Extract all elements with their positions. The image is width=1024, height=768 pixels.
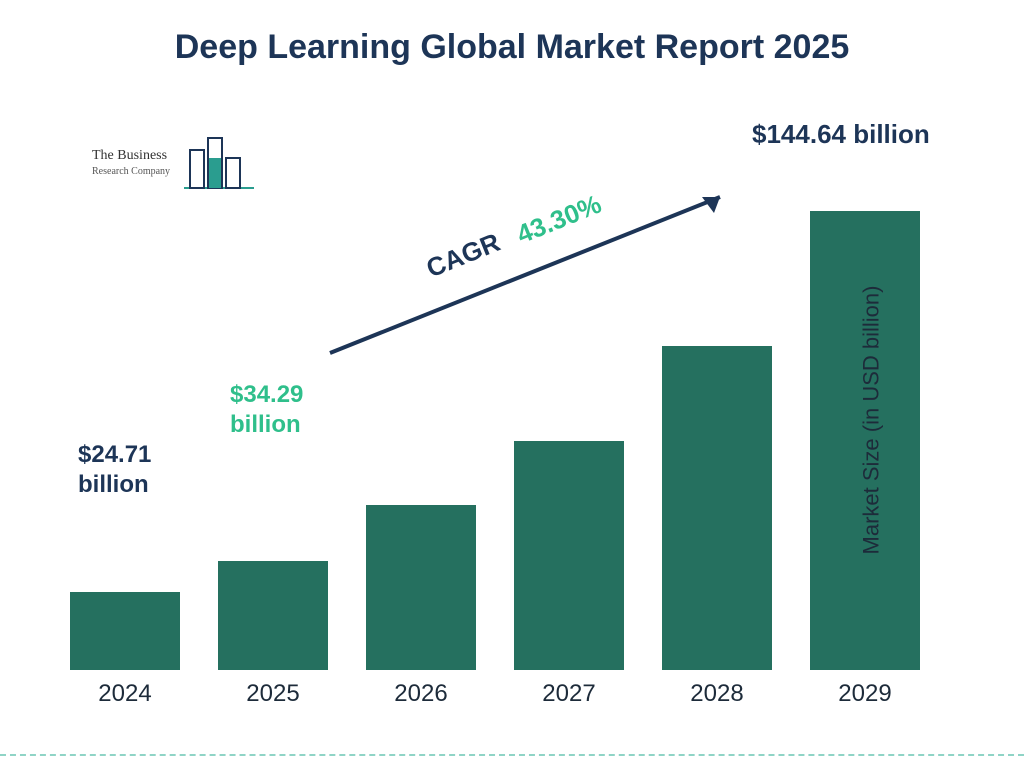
growth-arrow-icon bbox=[320, 185, 740, 365]
x-label-2029: 2029 bbox=[810, 680, 920, 708]
value-2025-line2: billion bbox=[230, 411, 301, 438]
value-2024-line2: billion bbox=[78, 471, 149, 498]
bar-2027 bbox=[514, 441, 624, 670]
bar-2026 bbox=[366, 505, 476, 670]
value-2029-line1: $144.64 billion bbox=[752, 119, 930, 149]
value-2025-line1: $34.29 bbox=[230, 381, 303, 408]
x-label-2024: 2024 bbox=[70, 680, 180, 708]
value-2024-line1: $24.71 bbox=[78, 441, 151, 468]
bar-2024 bbox=[70, 592, 180, 670]
x-label-2025: 2025 bbox=[218, 680, 328, 708]
value-label-2029: $144.64 billion bbox=[752, 118, 930, 151]
value-label-2025: $34.29 billion bbox=[230, 380, 303, 440]
bottom-divider bbox=[0, 754, 1024, 756]
cagr-annotation: CAGR 43.30% bbox=[320, 185, 740, 365]
value-label-2024: $24.71 billion bbox=[78, 440, 151, 500]
bar-2028 bbox=[662, 346, 772, 670]
bar-2025 bbox=[218, 561, 328, 670]
y-axis-label: Market Size (in USD billion) bbox=[859, 286, 885, 555]
x-label-2026: 2026 bbox=[366, 680, 476, 708]
x-label-2028: 2028 bbox=[662, 680, 772, 708]
x-label-2027: 2027 bbox=[514, 680, 624, 708]
chart-title: Deep Learning Global Market Report 2025 bbox=[0, 28, 1024, 67]
